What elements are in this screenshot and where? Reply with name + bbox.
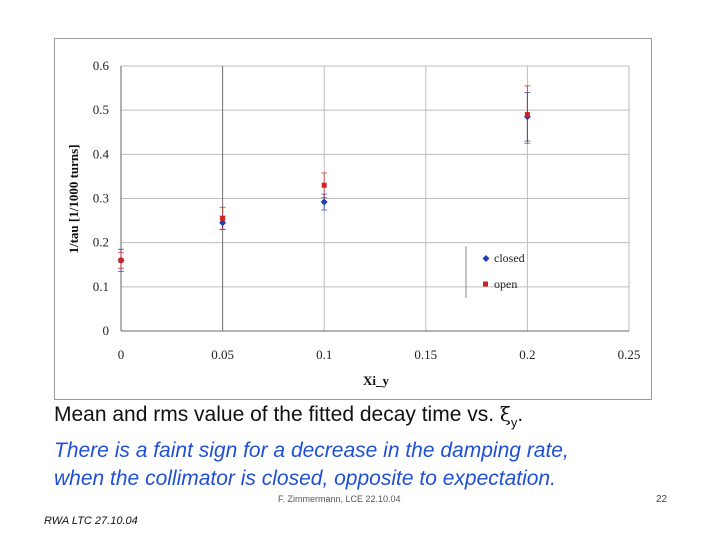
x-tick-label: 0.25 (618, 347, 641, 362)
legend-open-label: open (494, 277, 517, 291)
legend: closed open (465, 246, 525, 298)
x-tick-label: 0.1 (316, 347, 332, 362)
xi-symbol: ξ (499, 402, 511, 426)
page-number: 22 (656, 494, 668, 505)
x-axis-label: Xi_y (363, 373, 390, 388)
legend-closed-marker (482, 255, 490, 262)
y-axis-label: 1/tau [1/1000 turns] (66, 144, 81, 253)
y-tick-label: 0.2 (93, 235, 109, 250)
x-tick-label: 0 (118, 347, 125, 362)
y-tick-label: 0 (103, 323, 110, 338)
caption-line-3: when the collimator is closed, opposite … (54, 467, 556, 490)
y-tick-label: 0.3 (93, 191, 109, 206)
point-open (118, 257, 124, 263)
caption-line-1: Mean and rms value of the fitted decay t… (54, 400, 694, 437)
caption-line-2: There is a faint sign for a decrease in … (54, 439, 569, 462)
x-tick-label: 0.2 (519, 347, 535, 362)
y-tick-label: 0.4 (93, 146, 110, 161)
caption: Mean and rms value of the fitted decay t… (54, 400, 694, 493)
gridlines (120, 65, 630, 332)
y-tick-label: 0.5 (93, 102, 109, 117)
point-open (220, 215, 226, 221)
point-closed (320, 198, 328, 206)
caption-line-1-text: Mean and rms value of the fitted decay t… (54, 403, 500, 426)
x-tick-label: 0.05 (211, 347, 234, 362)
y-tick-label: 0.6 (93, 58, 110, 73)
footer-event: RWA LTC 27.10.04 (44, 515, 138, 527)
xi-subscript: y (510, 415, 518, 430)
tick-labels: 0 0.1 0.2 0.3 0.4 0.5 0.6 0 0.05 0.1 0.15 0.2 0.25 (93, 58, 641, 362)
point-open (524, 112, 530, 118)
legend-open-marker (483, 281, 488, 287)
x-tick-label: 0.15 (414, 347, 437, 362)
chart-frame (54, 38, 652, 400)
data-points (117, 112, 531, 264)
legend-closed-label: closed (494, 251, 525, 265)
point-open (321, 182, 327, 188)
footer-author: F. Zimmermann, LCE 22.10.04 (278, 494, 401, 504)
y-tick-label: 0.1 (93, 279, 109, 294)
caption-line-1-end: . (517, 403, 524, 426)
point-closed (219, 219, 227, 227)
